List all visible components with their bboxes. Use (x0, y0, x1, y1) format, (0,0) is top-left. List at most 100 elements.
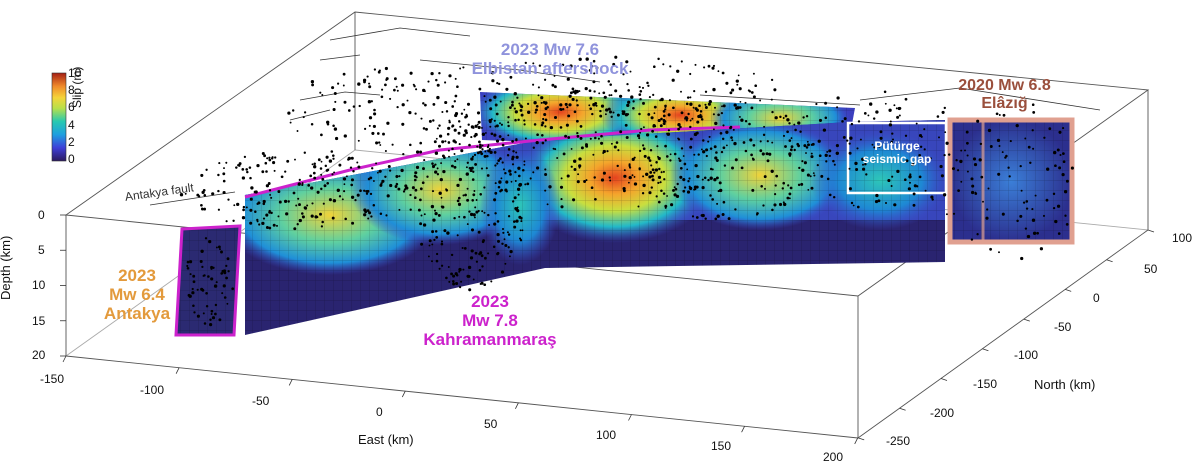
aftershock-point (607, 107, 611, 111)
aftershock-point (559, 185, 564, 189)
aftershock-point (419, 141, 423, 145)
aftershock-point (637, 205, 640, 208)
aftershock-point (799, 130, 802, 133)
aftershock-point (472, 170, 475, 173)
aftershock-point (591, 65, 594, 68)
aftershock-point (913, 184, 917, 188)
east-tick: 0 (376, 405, 383, 419)
aftershock-point (301, 182, 304, 185)
aftershock-point (759, 149, 763, 153)
aftershock-point (749, 138, 753, 142)
aftershock-point (368, 116, 373, 120)
aftershock-point (538, 64, 542, 67)
aftershock-point (658, 118, 661, 122)
aftershock-point (701, 178, 704, 181)
aftershock-point (196, 288, 199, 291)
aftershock-point (472, 213, 476, 217)
aftershock-point (508, 169, 512, 173)
aftershock-point (270, 196, 273, 199)
aftershock-point (667, 113, 671, 117)
aftershock-point (490, 71, 493, 74)
aftershock-point (764, 187, 766, 190)
aftershock-point (669, 65, 672, 68)
aftershock-point (862, 163, 864, 166)
aftershock-point (310, 122, 314, 126)
aftershock-point (872, 117, 876, 120)
aftershock-point (524, 61, 527, 65)
aftershock-point (483, 211, 486, 214)
aftershock-point (1036, 231, 1039, 235)
aftershock-point (526, 182, 530, 186)
aftershock-point (342, 72, 346, 76)
aftershock-point (245, 206, 248, 209)
aftershock-point (667, 129, 671, 132)
aftershock-point (426, 175, 429, 178)
puturge-gap-line2: seismic gap (862, 152, 932, 167)
aftershock-point (248, 166, 252, 169)
aftershock-point (738, 115, 741, 118)
aftershock-point (350, 195, 355, 199)
aftershock-point (345, 175, 348, 178)
aftershock-point (622, 187, 626, 191)
aftershock-point (618, 94, 623, 98)
aftershock-point (995, 112, 999, 116)
aftershock-point (515, 155, 519, 159)
aftershock-point (438, 267, 441, 270)
aftershock-point (970, 190, 975, 195)
aftershock-point (849, 136, 853, 140)
aftershock-point (256, 220, 259, 223)
aftershock-point (940, 174, 944, 178)
aftershock-point (714, 156, 718, 160)
aftershock-point (944, 131, 947, 134)
aftershock-point (357, 165, 361, 169)
aftershock-point (651, 168, 655, 172)
aftershock-point (846, 139, 849, 142)
aftershock-point (455, 281, 459, 286)
aftershock-point (518, 183, 522, 187)
aftershock-point (648, 159, 652, 162)
aftershock-point (246, 170, 249, 174)
aftershock-point (217, 245, 221, 249)
aftershock-point (423, 213, 426, 216)
aftershock-point (499, 157, 502, 160)
aftershock-point (470, 157, 474, 161)
aftershock-point (302, 116, 305, 119)
aftershock-point (218, 318, 222, 322)
aftershock-point (1062, 152, 1065, 155)
aftershock-point (408, 111, 412, 115)
aftershock-point (576, 104, 579, 107)
aftershock-point (702, 139, 705, 142)
aftershock-point (477, 120, 481, 124)
aftershock-point (277, 190, 281, 194)
aftershock-point (658, 167, 661, 171)
aftershock-point (657, 181, 660, 184)
aftershock-point (896, 169, 900, 174)
aftershock-point (261, 151, 265, 156)
aftershock-point (409, 71, 413, 75)
aftershock-point (413, 85, 416, 88)
aftershock-point (803, 144, 807, 148)
aftershock-point (544, 189, 547, 192)
aftershock-point (335, 136, 339, 141)
aftershock-point (454, 140, 457, 144)
aftershock-point (796, 142, 800, 146)
aftershock-point (568, 94, 572, 98)
aftershock-point (363, 213, 367, 217)
aftershock-point (501, 227, 505, 231)
aftershock-point (1024, 227, 1028, 230)
aftershock-point (938, 136, 940, 139)
aftershock-point (431, 260, 433, 263)
aftershock-point (352, 169, 355, 173)
aftershock-point (585, 57, 589, 61)
aftershock-point (761, 152, 765, 156)
aftershock-point (782, 181, 785, 185)
aftershock-point (419, 222, 423, 226)
aftershock-point (262, 202, 266, 206)
aftershock-point (561, 63, 565, 67)
aftershock-point (705, 148, 709, 152)
aftershock-point (577, 173, 580, 176)
aftershock-point (689, 119, 692, 122)
aftershock-point (705, 154, 708, 158)
aftershock-point (384, 66, 388, 71)
aftershock-point (653, 65, 656, 68)
